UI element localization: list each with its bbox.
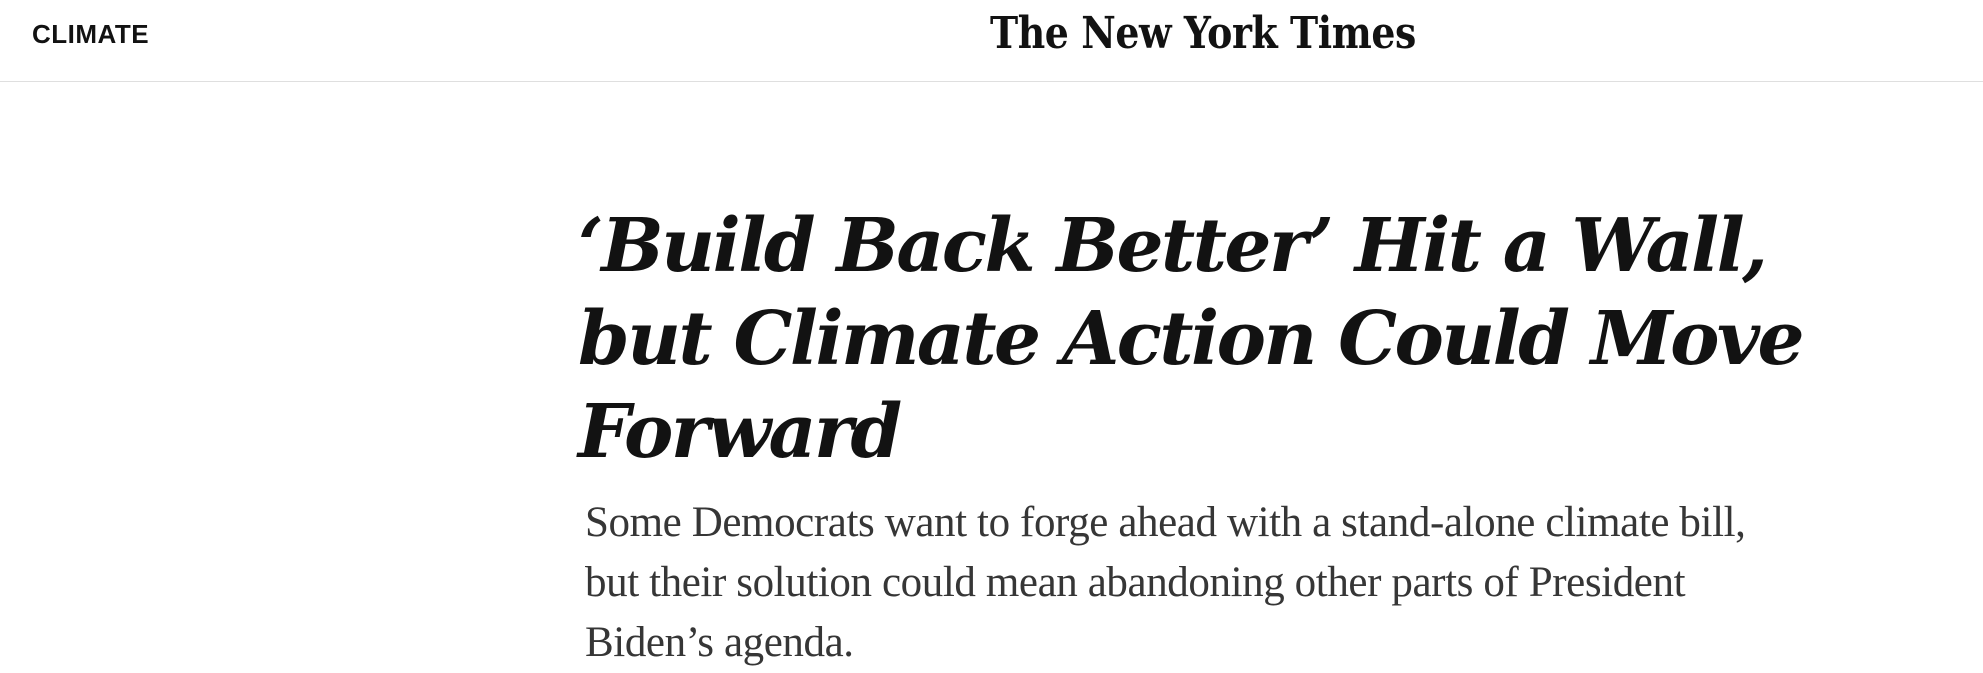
article-summary: Some Democrats want to forge ahead with … xyxy=(585,499,1746,666)
nyt-logo[interactable]: The New York Times xyxy=(990,8,1416,59)
section-link-climate[interactable]: CLIMATE xyxy=(32,19,150,49)
masthead: CLIMATE The New York Times xyxy=(0,0,1983,82)
article-headline: ‘Build Back Better’ Hit a Wall, but Clim… xyxy=(578,203,1805,475)
article-header: ‘Build Back Better’ Hit a Wall, but Clim… xyxy=(578,200,1818,673)
